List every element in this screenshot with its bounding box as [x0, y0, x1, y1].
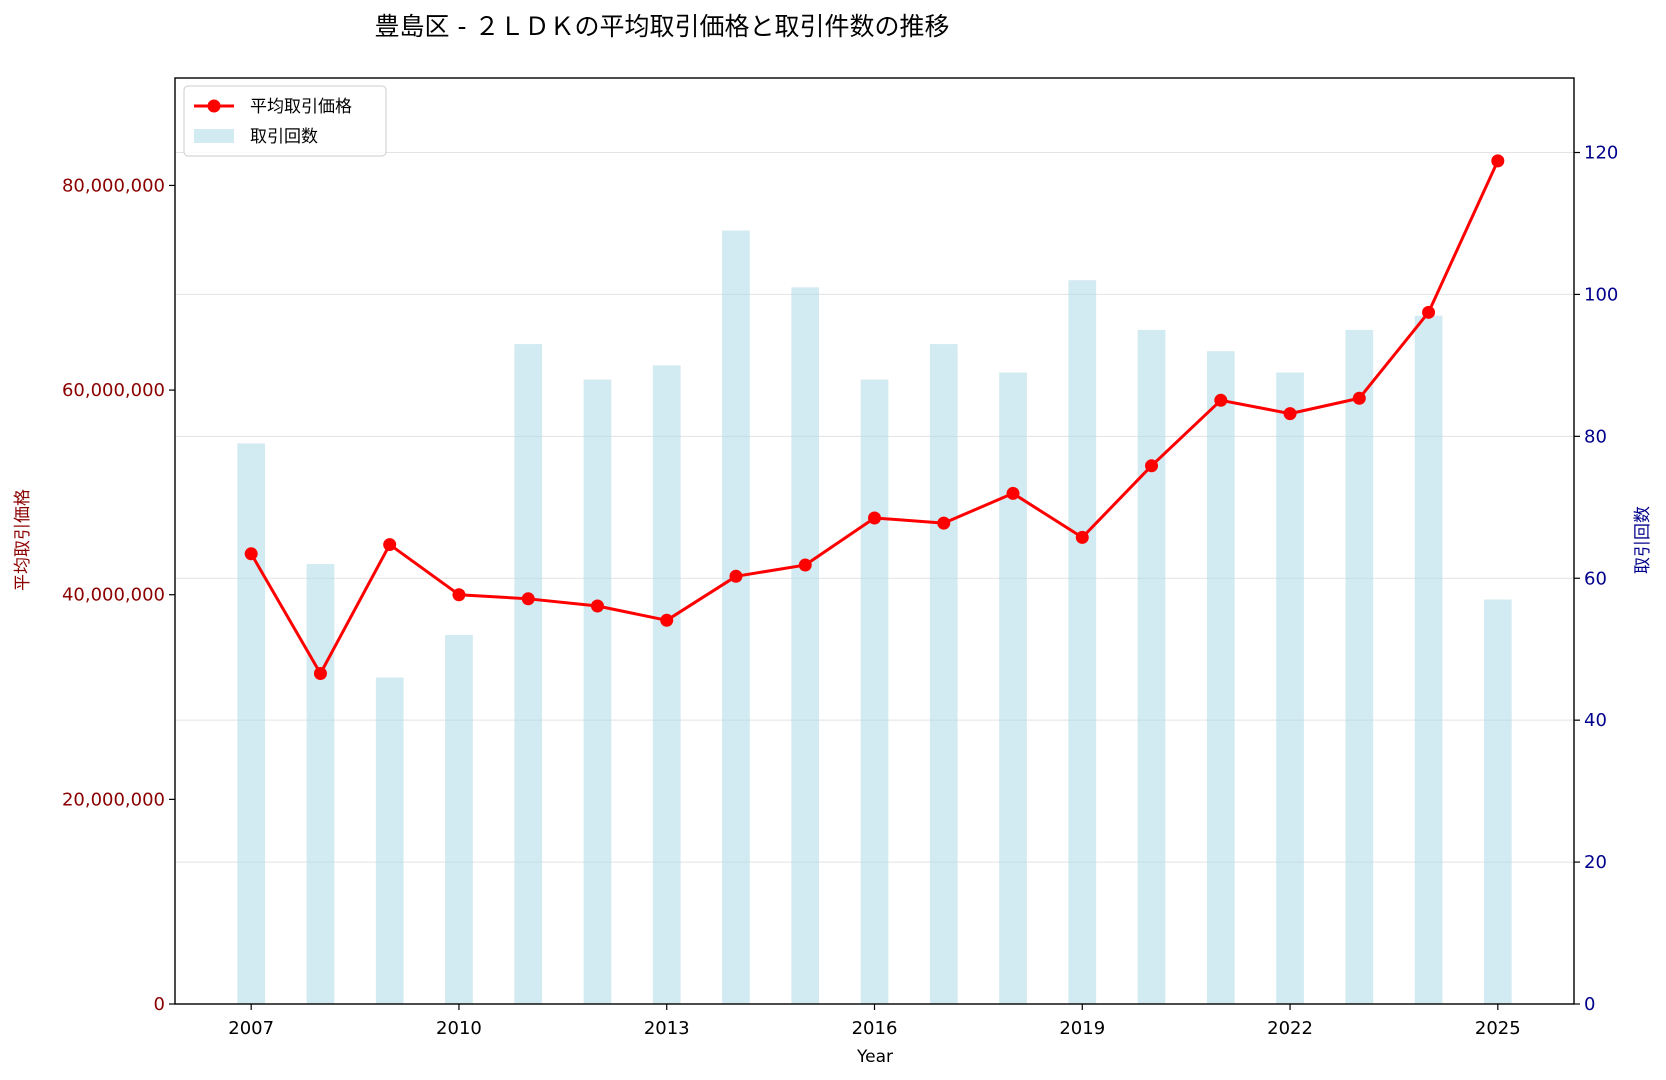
line-point	[937, 516, 951, 530]
y-left-tick-label: 80,000,000	[62, 175, 165, 196]
line-point	[1145, 459, 1159, 473]
legend-frame	[183, 85, 387, 157]
x-tick-label: 2025	[1475, 1018, 1521, 1039]
line-point	[798, 558, 812, 572]
y-left-tick-label: 60,000,000	[62, 380, 165, 401]
bar	[1276, 372, 1304, 1004]
legend-marker-swatch	[207, 99, 221, 113]
bar	[306, 564, 335, 1004]
y-left-tick-label: 40,000,000	[62, 585, 165, 606]
bar	[375, 677, 404, 1004]
bar	[1414, 315, 1443, 1004]
line-layer	[244, 154, 1505, 681]
y-left-tick-label: 20,000,000	[62, 789, 165, 810]
bar	[237, 443, 266, 1004]
line-point	[521, 592, 535, 606]
bar	[1137, 329, 1166, 1004]
line-point	[313, 667, 327, 681]
line-point	[590, 599, 604, 613]
y-right-tick-label: 40	[1584, 710, 1607, 731]
x-tick-label: 2019	[1059, 1018, 1105, 1039]
bar	[1068, 280, 1097, 1005]
x-tick-label: 2022	[1267, 1018, 1313, 1039]
bar	[445, 635, 473, 1004]
bar	[1483, 599, 1512, 1004]
bar	[583, 379, 612, 1004]
legend-label-price: 平均取引価格	[250, 97, 352, 117]
line-point	[244, 547, 258, 561]
line-point	[660, 613, 674, 627]
bar-layer	[237, 230, 1512, 1005]
legend: 平均取引価格 取引回数	[183, 85, 387, 157]
line-point	[1214, 393, 1228, 407]
x-tick-label: 2013	[644, 1018, 690, 1039]
line-point	[1422, 305, 1436, 319]
bar	[929, 344, 958, 1005]
chart-title: 豊島区 - ２ＬＤＫの平均取引価格と取引件数の推移	[375, 12, 950, 41]
y-left-tick-label: 0	[154, 994, 165, 1015]
bar	[860, 379, 889, 1004]
bar	[999, 372, 1027, 1004]
bar	[1345, 329, 1374, 1004]
bar	[791, 287, 820, 1004]
line-point	[1491, 154, 1505, 168]
bar	[652, 365, 681, 1005]
x-tick-label: 2010	[436, 1018, 482, 1039]
line-point	[1075, 530, 1089, 544]
bar	[1206, 351, 1235, 1004]
y-right-tick-label: 120	[1584, 143, 1618, 164]
line-point	[383, 538, 397, 552]
y-right-tick-label: 100	[1584, 284, 1618, 305]
line-point	[1283, 407, 1297, 421]
y-right-tick-label: 80	[1584, 426, 1607, 447]
x-axis-title: Year	[856, 1047, 893, 1067]
line-point	[1352, 391, 1366, 405]
x-tick-label: 2007	[228, 1018, 274, 1039]
line-point	[868, 511, 881, 525]
line-point	[452, 588, 466, 602]
x-tick-label: 2016	[852, 1018, 898, 1039]
y-right-axis-title: 取引回数	[1633, 506, 1653, 574]
bar	[514, 344, 543, 1005]
axes-layer: 0 20,000,000 40,000,000 60,000,000 80,000,00…	[62, 77, 1618, 1039]
y-right-tick-label: 60	[1584, 568, 1607, 589]
y-left-axis-title: 平均取引価格	[13, 489, 33, 591]
legend-bar-swatch	[194, 129, 234, 143]
legend-label-count: 取引回数	[250, 127, 318, 147]
bar	[722, 230, 750, 1004]
line-point	[729, 569, 743, 583]
y-right-tick-label: 20	[1584, 852, 1607, 873]
y-right-tick-label: 0	[1584, 994, 1595, 1015]
line-point	[1006, 486, 1020, 500]
